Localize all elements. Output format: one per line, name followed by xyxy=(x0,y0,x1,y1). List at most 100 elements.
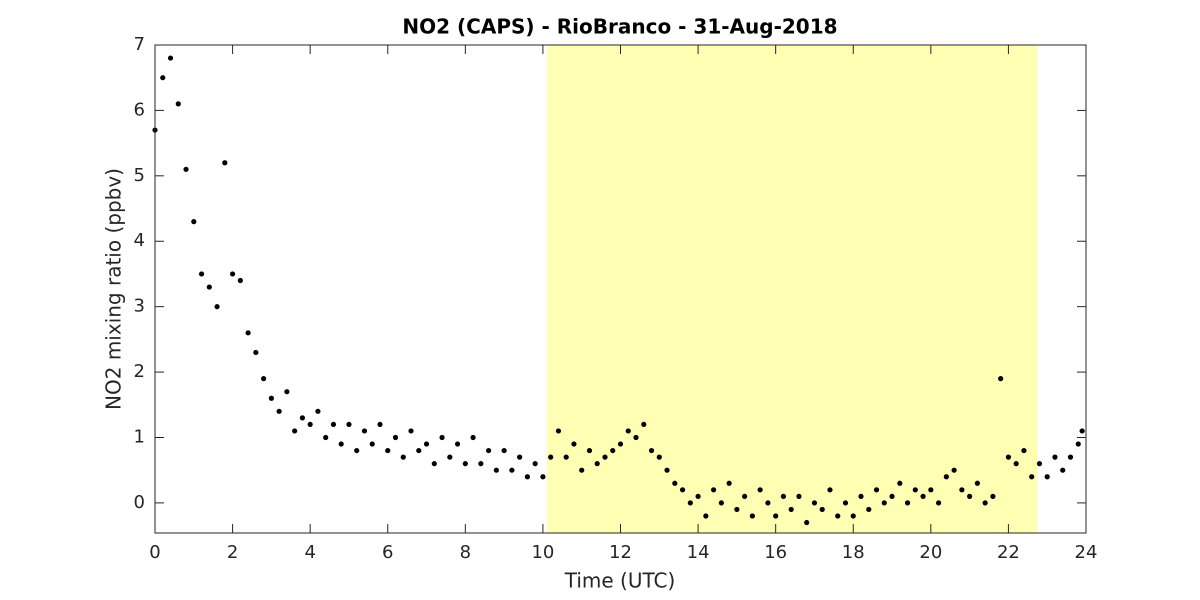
data-point xyxy=(866,506,872,513)
y-tick-label: 2 xyxy=(134,361,145,382)
data-point xyxy=(222,160,228,166)
data-point xyxy=(633,434,639,441)
data-point xyxy=(718,500,724,506)
data-point xyxy=(509,467,515,473)
data-point xyxy=(198,271,205,277)
data-point xyxy=(299,415,306,421)
y-tick-label: 6 xyxy=(134,99,145,120)
x-tick-label: 4 xyxy=(304,542,315,563)
data-point xyxy=(338,441,344,447)
data-point xyxy=(811,500,818,506)
data-point xyxy=(656,454,662,460)
data-point xyxy=(447,454,453,460)
data-point xyxy=(540,474,546,480)
x-tick-label: 14 xyxy=(687,542,710,563)
data-point xyxy=(734,506,740,513)
data-point xyxy=(586,447,593,454)
y-tick-label: 1 xyxy=(134,426,145,447)
data-point xyxy=(920,493,926,499)
data-point xyxy=(687,500,693,506)
data-point xyxy=(423,441,430,447)
data-point xyxy=(369,441,375,447)
data-point xyxy=(548,454,554,460)
data-point xyxy=(1052,454,1058,460)
data-point xyxy=(998,376,1004,382)
data-point xyxy=(625,428,631,434)
data-point xyxy=(648,447,655,454)
data-point xyxy=(912,487,918,493)
data-point xyxy=(377,421,383,428)
data-point xyxy=(416,447,422,454)
data-point xyxy=(284,389,290,395)
data-point xyxy=(563,454,569,460)
data-point xyxy=(695,493,701,499)
x-tick-label: 18 xyxy=(842,542,865,563)
data-point xyxy=(292,428,298,434)
data-point xyxy=(214,304,220,310)
x-tick-label: 8 xyxy=(460,542,471,563)
data-point xyxy=(253,349,259,356)
data-point xyxy=(315,408,321,414)
data-point xyxy=(408,428,414,434)
data-point xyxy=(517,454,523,460)
data-point xyxy=(788,506,794,513)
data-point xyxy=(486,447,492,454)
data-point xyxy=(206,284,212,290)
data-point xyxy=(602,454,608,460)
data-point xyxy=(470,434,476,441)
data-point xyxy=(1060,467,1066,473)
data-point xyxy=(392,434,399,441)
data-point xyxy=(974,480,980,486)
data-point xyxy=(617,441,624,447)
data-point xyxy=(881,500,887,506)
x-tick-label: 10 xyxy=(531,542,554,563)
highlight-region xyxy=(546,45,1038,533)
y-tick-label: 5 xyxy=(134,165,145,186)
data-point xyxy=(928,487,934,493)
data-point xyxy=(819,506,825,513)
data-point xyxy=(757,487,763,493)
data-point xyxy=(943,474,949,480)
data-point xyxy=(330,421,337,428)
data-point xyxy=(679,487,686,493)
data-point xyxy=(400,454,406,460)
x-tick-label: 16 xyxy=(764,542,787,563)
data-point xyxy=(897,480,903,486)
data-point xyxy=(935,500,942,506)
data-point xyxy=(385,447,391,454)
data-point xyxy=(873,487,880,493)
data-point xyxy=(229,271,236,277)
data-point xyxy=(361,428,368,434)
data-point xyxy=(990,493,996,499)
data-point xyxy=(703,513,709,519)
data-point xyxy=(672,480,678,486)
data-point xyxy=(323,434,329,441)
data-point xyxy=(261,376,267,382)
data-point xyxy=(726,480,732,486)
data-point xyxy=(555,428,562,434)
data-point xyxy=(1005,454,1012,460)
data-point xyxy=(967,493,973,499)
data-point xyxy=(835,513,841,519)
data-point xyxy=(175,101,181,107)
data-point xyxy=(1079,428,1085,434)
data-point xyxy=(982,500,988,506)
data-point xyxy=(773,513,779,519)
x-axis-label: Time (UTC) xyxy=(564,569,676,593)
data-point xyxy=(493,467,499,473)
data-point xyxy=(431,461,437,467)
data-point xyxy=(904,500,911,506)
data-point xyxy=(959,487,965,493)
x-tick-label: 24 xyxy=(1075,542,1098,563)
data-point xyxy=(842,500,849,506)
x-tick-label: 2 xyxy=(227,542,238,563)
y-tick-label: 4 xyxy=(134,230,145,251)
data-point xyxy=(1013,461,1019,467)
y-tick-label: 3 xyxy=(134,296,145,317)
data-point xyxy=(276,408,282,414)
data-point xyxy=(804,519,810,526)
y-tick-label: 0 xyxy=(134,492,145,513)
data-point xyxy=(827,487,833,493)
x-tick-label: 0 xyxy=(149,542,160,563)
data-point xyxy=(167,55,174,61)
